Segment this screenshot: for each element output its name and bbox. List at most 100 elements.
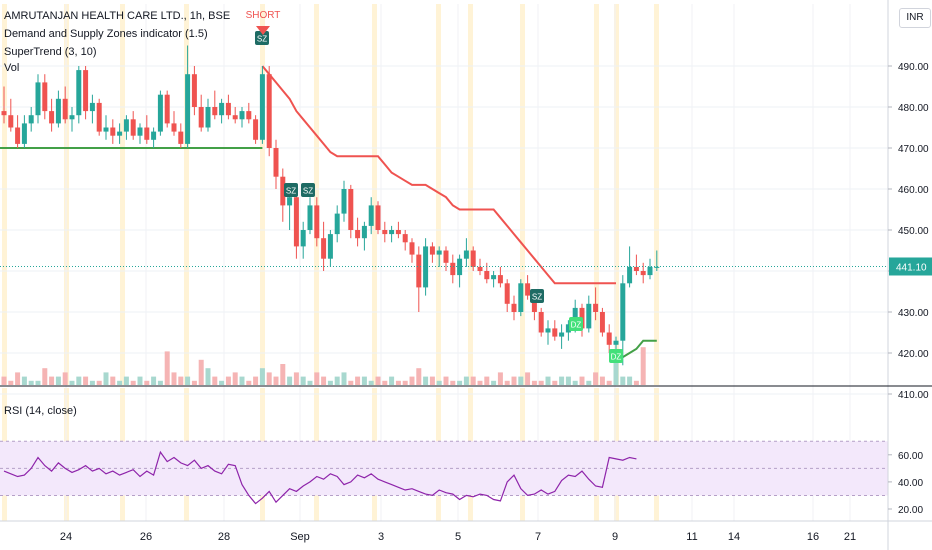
candle-body [307,205,313,230]
session-highlight [372,4,377,385]
indicator-volume[interactable]: Vol [4,62,20,74]
indicator-rsi[interactable]: RSI (14, close) [4,405,77,417]
volume-bar [355,376,361,385]
candle-body [470,250,476,267]
currency-button[interactable]: INR [899,8,931,28]
volume-bar [484,376,490,385]
candle-body [375,205,381,230]
candle-body [35,82,41,116]
candle-body [545,328,551,333]
candle-body [334,213,340,235]
candle-body [620,283,626,341]
candle-body [355,230,361,239]
volume-bar [565,376,571,385]
candle-body [511,303,517,312]
candle-body [572,307,578,325]
candle-body [586,303,592,329]
volume-bar [525,372,531,385]
session-highlight [120,4,125,385]
volume-bar [368,380,374,385]
volume-bar [613,359,619,385]
candle-body [429,246,435,255]
volume-bar [572,380,578,385]
time-tick-label: 26 [140,531,152,543]
candle-body [178,131,184,144]
volume-bar [151,376,157,385]
candle-body [8,115,14,128]
volume-bar [8,380,14,385]
volume-bar [627,376,633,385]
candle-body [593,303,599,312]
candle-body [225,102,231,116]
candle-body [1,111,7,116]
candle-body [212,107,218,116]
candle-body [504,283,510,304]
volume-bar [171,372,177,385]
volume-bar [593,372,599,385]
volume-bar [42,368,48,385]
volume-bar [429,376,435,385]
candle-body [96,102,102,132]
candle-body [205,107,211,128]
volume-bar [137,376,143,385]
candle-body [89,102,95,112]
volume-bar [123,376,129,385]
volume-bar [491,380,497,385]
volume-bar [463,376,469,385]
price-tick-label: 430.00 [898,308,929,319]
candle-body [253,119,259,140]
candle-body [123,119,129,132]
volume-bar [341,372,347,385]
candle-body [423,246,429,288]
short-arrow [256,26,270,35]
volume-bar [15,372,21,385]
volume-bar [178,376,184,385]
zone-badge [569,317,583,331]
volume-bar [21,376,27,385]
rsi-line [3,450,637,505]
candle-body [164,94,170,124]
volume-bar [185,376,191,385]
candle-body [137,127,143,136]
candle-body [368,205,374,226]
candle-body [565,324,571,333]
volume-bar [538,380,544,385]
volume-bar [314,372,320,385]
zone-badge [609,349,623,363]
volume-bar [382,380,388,385]
indicator-dsz[interactable]: Demand and Supply Zones indicator (1.5) [4,28,208,40]
candle-body [416,254,422,288]
zone-label: DZ [611,353,622,362]
volume-bar [375,376,381,385]
symbol-title[interactable]: AMRUTANJAN HEALTH CARE LTD., 1h, BSE [4,10,231,22]
candle-body [409,242,415,255]
volume-bar [117,380,123,385]
volume-bar [130,380,136,385]
candle-body [341,189,347,214]
candle-body [191,74,197,107]
time-tick-label: 7 [535,531,541,543]
supertrend-up-line [622,339,657,358]
volume-bar [83,376,89,385]
time-tick-label: 14 [728,531,740,543]
indicator-supertrend[interactable]: SuperTrend (3, 10) [4,46,97,58]
candle-body [28,115,34,124]
candle-body [151,131,157,140]
volume-bar [205,368,211,385]
candle-body [103,127,109,132]
volume-bar [457,380,463,385]
candle-body [246,111,252,120]
volume-bar [633,380,639,385]
volume-bar [361,376,367,385]
volume-bar [157,380,163,385]
zone-label: SZ [532,293,542,302]
volume-bar [450,380,456,385]
price-tick-label: 490.00 [898,62,929,73]
rsi-tick-label: 20.00 [898,505,923,516]
time-tick-label: Sep [290,531,310,543]
time-tick-label: 5 [455,531,461,543]
rsi-tick-label: 60.00 [898,451,923,462]
session-highlight [436,4,441,385]
volume-bar [259,368,265,385]
